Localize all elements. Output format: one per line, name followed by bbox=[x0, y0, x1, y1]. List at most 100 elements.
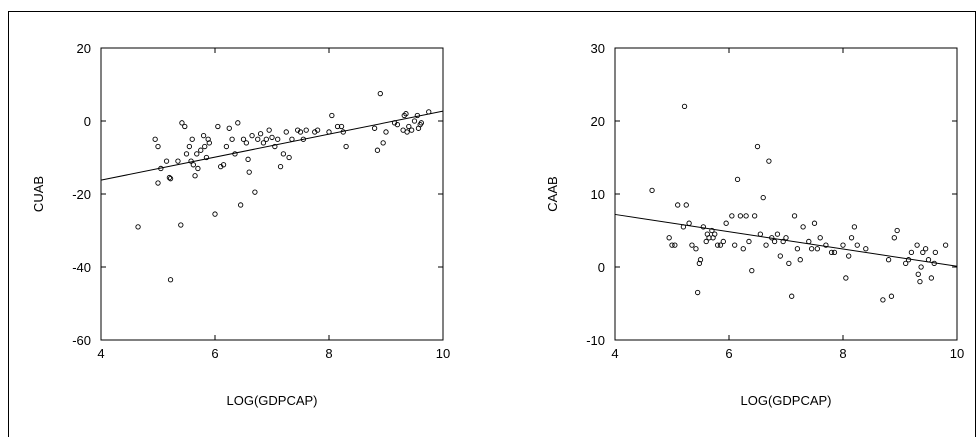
scatter-point bbox=[235, 120, 241, 126]
figure-frame bbox=[8, 11, 976, 437]
scatter-point bbox=[729, 213, 735, 219]
scatter-point bbox=[737, 213, 744, 219]
scatter-point bbox=[374, 147, 381, 153]
scatter-point bbox=[408, 127, 415, 133]
scatter-point bbox=[277, 163, 284, 170]
scatter-point bbox=[734, 176, 741, 183]
scatter-point bbox=[752, 213, 758, 219]
y-tick-label: 10 bbox=[591, 187, 605, 202]
scatter-point bbox=[888, 293, 895, 299]
scatter-point bbox=[814, 246, 820, 252]
scatter-point bbox=[769, 235, 775, 241]
scatter-point bbox=[666, 235, 672, 241]
scatter-point bbox=[925, 257, 932, 263]
scatter-point bbox=[780, 238, 786, 245]
y-tick-label: 30 bbox=[591, 41, 605, 56]
scatter-point bbox=[854, 242, 860, 248]
scatter-point bbox=[754, 143, 761, 150]
scatter-point bbox=[163, 158, 170, 164]
scatter-point bbox=[175, 158, 181, 164]
scatter-point bbox=[418, 120, 424, 126]
y-tick-label: -20 bbox=[72, 187, 91, 202]
scatter-point bbox=[269, 134, 275, 141]
scatter-point bbox=[223, 143, 230, 150]
y-tick-label: 20 bbox=[591, 114, 605, 129]
scatter-point bbox=[329, 112, 335, 119]
scatter-point bbox=[689, 242, 695, 248]
scatter-point bbox=[297, 129, 304, 135]
scatter-point bbox=[404, 129, 410, 135]
scatter-point bbox=[693, 246, 699, 252]
scatter-point bbox=[743, 213, 749, 219]
chart-caab: 4 6 8 10 -10 0 10 20 30 LOG(GDPCAP) CAAB bbox=[545, 41, 964, 408]
scatter-point bbox=[190, 162, 196, 168]
scatter-point bbox=[817, 235, 823, 241]
scatter-point bbox=[411, 118, 418, 124]
scatter-point bbox=[246, 169, 252, 175]
scatter-point bbox=[263, 136, 269, 142]
x-axis-label: LOG(GDPCAP) bbox=[226, 393, 317, 408]
scatter-point bbox=[155, 180, 161, 186]
scatter-point bbox=[915, 271, 921, 277]
scatter-point bbox=[383, 129, 389, 135]
scatter-point bbox=[686, 220, 692, 226]
scatter-point bbox=[289, 136, 295, 142]
scatter-point bbox=[260, 140, 267, 146]
y-tick-label: -40 bbox=[72, 260, 91, 275]
scatter-point bbox=[303, 127, 309, 133]
scatter-point bbox=[848, 235, 855, 241]
y-tick-label: 0 bbox=[84, 114, 91, 129]
scatter-point bbox=[338, 123, 345, 130]
scatter-point bbox=[783, 235, 789, 241]
scatter-point bbox=[167, 176, 174, 182]
scatter-point bbox=[178, 222, 184, 228]
scatter-point bbox=[777, 253, 783, 259]
scatter-point bbox=[903, 260, 909, 266]
scatter-point bbox=[789, 293, 795, 299]
scatter-point bbox=[195, 165, 201, 172]
scatter-point bbox=[152, 136, 158, 142]
scatter-point bbox=[749, 267, 755, 274]
scatter-point bbox=[823, 242, 829, 248]
scatter-point bbox=[831, 249, 838, 256]
scatter-point bbox=[800, 224, 806, 230]
scatter-point bbox=[280, 151, 287, 157]
y-axis-label: CUAB bbox=[31, 176, 46, 212]
scatter-point bbox=[202, 143, 208, 150]
chart-cuab: 4 6 8 10 -60 -40 -20 0 20 LOG(GDPCAP) CUAB bbox=[31, 41, 450, 408]
scatter-point bbox=[806, 238, 812, 245]
scatter-point bbox=[426, 109, 432, 115]
scatter-point bbox=[840, 242, 846, 248]
scatter-point bbox=[746, 238, 752, 245]
x-tick-label: 4 bbox=[97, 346, 104, 361]
scatter-point bbox=[696, 260, 703, 266]
scatter-point bbox=[200, 132, 207, 139]
scatter-point bbox=[683, 202, 689, 208]
scatter-point bbox=[740, 246, 746, 252]
scatter-point bbox=[300, 136, 306, 142]
scatter-point bbox=[932, 249, 938, 256]
scatter-point bbox=[917, 278, 923, 285]
scatter-point bbox=[206, 140, 212, 146]
scatter-point bbox=[237, 202, 244, 208]
scatter-point bbox=[891, 235, 897, 241]
scatter-point bbox=[786, 260, 792, 266]
y-tick-label: -60 bbox=[72, 333, 91, 348]
scatter-point bbox=[340, 129, 346, 135]
y-tick-label: -10 bbox=[586, 333, 605, 348]
scatter-point bbox=[675, 202, 681, 208]
scatter-point bbox=[212, 211, 218, 217]
scatter-point bbox=[371, 125, 378, 131]
scatter-point bbox=[226, 125, 232, 131]
scatter-point bbox=[811, 220, 818, 226]
scatter-point bbox=[380, 140, 386, 146]
scatter-point bbox=[167, 277, 174, 283]
scatter-point bbox=[155, 143, 161, 150]
scatter-point bbox=[188, 158, 194, 164]
scatter-point bbox=[649, 187, 655, 194]
x-tick-label: 4 bbox=[611, 346, 618, 361]
scatter-point bbox=[880, 297, 886, 303]
scatter-point bbox=[723, 220, 729, 226]
scatter-point bbox=[843, 275, 849, 281]
